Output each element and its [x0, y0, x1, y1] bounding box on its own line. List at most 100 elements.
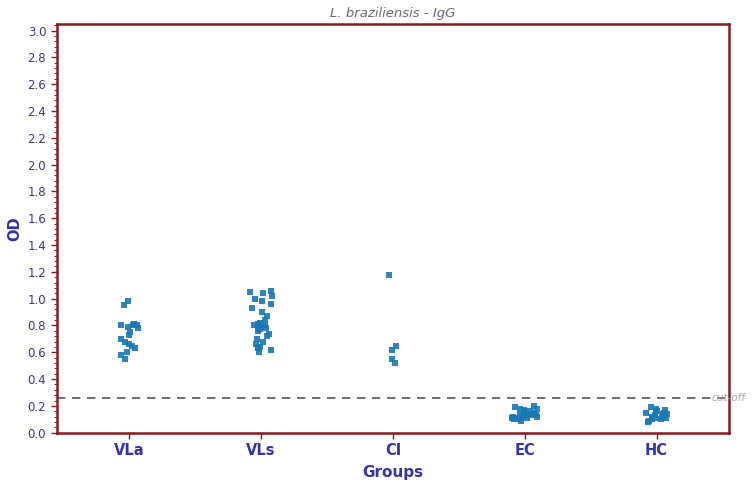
Point [257, 289, 270, 297]
Point [657, 410, 669, 418]
Point [506, 414, 518, 422]
Point [650, 407, 662, 415]
Point [252, 327, 264, 335]
Point [265, 287, 277, 295]
Point [523, 412, 535, 419]
Point [252, 324, 264, 332]
Point [129, 344, 141, 352]
Point [655, 412, 667, 420]
Point [386, 346, 398, 354]
Point [509, 403, 521, 411]
Point [646, 403, 658, 411]
Point [131, 321, 143, 329]
Point [250, 340, 262, 348]
Point [658, 409, 670, 416]
Point [119, 355, 131, 363]
Point [254, 343, 266, 351]
Point [121, 348, 133, 356]
Point [524, 407, 536, 415]
Point [263, 330, 275, 337]
Point [122, 323, 134, 331]
Point [660, 414, 672, 422]
Point [259, 321, 271, 329]
Point [244, 288, 256, 296]
Point [509, 414, 521, 422]
Point [115, 351, 127, 359]
Point [518, 406, 530, 414]
X-axis label: Groups: Groups [362, 465, 424, 480]
Point [246, 304, 258, 312]
Point [643, 417, 655, 425]
Point [116, 335, 128, 343]
Point [123, 340, 135, 348]
Point [646, 412, 658, 420]
Point [507, 412, 519, 420]
Point [257, 337, 269, 345]
Point [649, 405, 661, 412]
Text: cut-off: cut-off [712, 393, 746, 403]
Point [508, 415, 520, 423]
Point [123, 331, 135, 339]
Point [659, 406, 671, 414]
Point [519, 409, 532, 416]
Point [525, 410, 537, 418]
Point [389, 359, 401, 367]
Point [132, 324, 144, 332]
Point [658, 412, 670, 419]
Point [248, 321, 260, 329]
Point [639, 409, 652, 416]
Y-axis label: OD: OD [7, 216, 22, 241]
Point [253, 348, 265, 356]
Point [513, 405, 525, 412]
Point [651, 407, 663, 415]
Point [519, 412, 531, 420]
Point [657, 412, 669, 420]
Point [265, 346, 277, 354]
Point [116, 321, 128, 329]
Point [643, 418, 655, 426]
Point [528, 402, 540, 410]
Point [515, 417, 527, 425]
Point [528, 409, 540, 416]
Point [118, 301, 130, 309]
Point [516, 412, 528, 420]
Point [658, 410, 670, 418]
Point [531, 412, 543, 419]
Point [122, 298, 134, 305]
Point [519, 412, 532, 419]
Point [649, 412, 661, 419]
Point [261, 332, 273, 340]
Point [261, 312, 273, 320]
Point [512, 415, 524, 423]
Point [128, 320, 140, 328]
Point [256, 298, 268, 305]
Point [126, 342, 138, 350]
Point [383, 271, 395, 279]
Point [255, 308, 267, 316]
Point [259, 316, 271, 324]
Point [266, 292, 278, 300]
Point [513, 410, 525, 418]
Point [521, 414, 533, 422]
Point [252, 320, 264, 328]
Point [531, 412, 543, 420]
Point [119, 337, 131, 345]
Point [518, 407, 530, 415]
Point [251, 335, 263, 343]
Point [646, 415, 658, 423]
Point [661, 410, 673, 418]
Point [386, 355, 398, 363]
Point [251, 344, 263, 352]
Title: L. braziliensis - IgG: L. braziliensis - IgG [330, 7, 455, 20]
Point [254, 326, 267, 334]
Point [649, 414, 661, 422]
Point [524, 410, 536, 418]
Point [655, 415, 667, 423]
Point [124, 328, 136, 336]
Point [254, 323, 267, 331]
Point [128, 321, 140, 329]
Point [531, 405, 543, 412]
Point [265, 300, 277, 308]
Point [390, 342, 402, 350]
Point [254, 323, 266, 331]
